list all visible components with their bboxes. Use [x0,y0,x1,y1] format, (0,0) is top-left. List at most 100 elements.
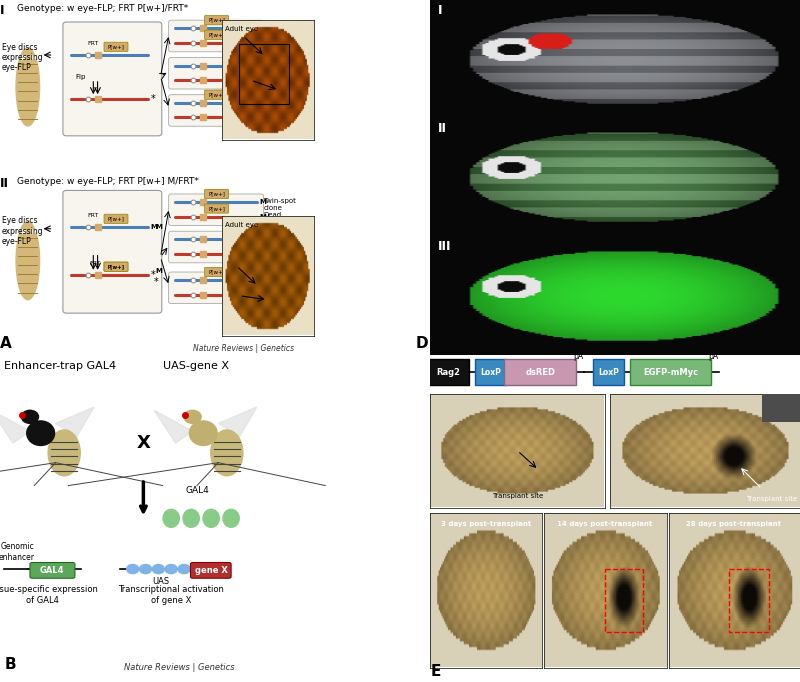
Text: GAL4: GAL4 [185,486,209,495]
Ellipse shape [22,411,38,424]
Text: dsRED: dsRED [526,368,555,377]
Text: Enhancer-trap GAL4: Enhancer-trap GAL4 [4,361,117,371]
Text: *: * [260,235,265,244]
FancyBboxPatch shape [205,90,229,100]
FancyBboxPatch shape [426,359,470,385]
Text: A: A [0,336,12,351]
Text: Twin-spot
clone
Dead: Twin-spot clone Dead [263,198,296,218]
Text: FRT: FRT [87,41,98,46]
Text: Non-
recombinant
Red: Non- recombinant Red [263,99,307,119]
FancyBboxPatch shape [104,42,128,51]
Text: *: * [260,61,265,71]
FancyBboxPatch shape [169,194,264,226]
Text: P[w+]: P[w+] [107,264,125,269]
Text: P[w+]: P[w+] [208,269,225,275]
Circle shape [166,565,177,574]
Text: FRT: FRT [87,213,98,218]
Text: P[w+]: P[w+] [208,32,225,38]
Bar [729,569,769,632]
Text: Genomic
enhancer: Genomic enhancer [0,542,35,561]
Polygon shape [218,407,257,436]
Text: II: II [0,177,9,190]
Text: *: * [150,94,155,104]
Text: 28 days post-transplant: 28 days post-transplant [686,521,781,527]
FancyBboxPatch shape [593,359,625,385]
Text: Non-
recombinant;
slow-growing
Red: Non- recombinant; slow-growing Red [263,273,310,299]
Text: *: * [260,113,265,122]
Ellipse shape [184,411,201,424]
Text: M: M [260,213,266,220]
Text: D: D [416,336,428,351]
Text: gene X: gene X [194,566,227,575]
Text: E: E [430,664,441,679]
Text: P[w+]: P[w+] [208,18,225,23]
Text: *: * [154,277,158,287]
Text: P[w+]: P[w+] [208,206,225,211]
Text: M: M [155,268,162,274]
Text: UAS-gene X: UAS-gene X [162,361,229,371]
Text: 14 days post-transplant: 14 days post-transplant [557,521,653,527]
Text: P[w+]: P[w+] [107,216,125,222]
FancyBboxPatch shape [63,190,162,313]
Ellipse shape [210,430,243,476]
Text: UAS: UAS [152,576,169,586]
Text: X: X [137,434,150,452]
Polygon shape [0,411,32,443]
Text: Eye discs
expressing
eye-FLP: Eye discs expressing eye-FLP [2,42,43,72]
Text: Twin-spot
clone
Dark red: Twin-spot clone Dark red [263,25,296,44]
Text: LoxP: LoxP [598,368,619,377]
FancyBboxPatch shape [630,359,711,385]
Text: GAL4: GAL4 [40,566,65,575]
Text: P[w+]: P[w+] [208,192,225,196]
Text: M: M [260,277,266,283]
FancyBboxPatch shape [169,57,264,89]
Text: II: II [438,122,446,135]
FancyBboxPatch shape [205,190,229,198]
Text: P[w+]: P[w+] [208,92,225,98]
Text: M: M [260,199,266,205]
Text: Flp: Flp [75,74,86,80]
Text: *: * [260,290,265,299]
Text: Transplant site: Transplant site [746,496,797,503]
Polygon shape [56,407,94,436]
Ellipse shape [26,421,54,445]
Text: Transplant site: Transplant site [492,492,543,499]
Text: III: III [438,240,451,253]
Text: 3 days post-transplant: 3 days post-transplant [441,521,531,527]
Bar [605,569,642,632]
FancyBboxPatch shape [104,214,128,224]
Text: P[w+]: P[w+] [107,264,125,269]
Text: M: M [155,224,162,230]
FancyBboxPatch shape [205,204,229,213]
Text: Homozygous
clone
White: Homozygous clone White [263,61,308,81]
FancyBboxPatch shape [205,30,229,40]
Circle shape [139,565,151,574]
FancyBboxPatch shape [169,95,264,126]
Text: Homozygous
clone
White: Homozygous clone White [263,235,308,255]
Bar [239,44,289,104]
Circle shape [152,565,164,574]
Text: Adult eye: Adult eye [226,222,258,228]
Text: Transcriptional activation
of gene X: Transcriptional activation of gene X [118,585,224,605]
Text: FRT: FRT [90,261,101,266]
Ellipse shape [190,421,218,445]
FancyBboxPatch shape [104,262,128,271]
FancyBboxPatch shape [205,16,229,25]
Text: P[w+]: P[w+] [107,44,125,49]
Text: Adult eye: Adult eye [226,27,258,33]
Text: LoxP: LoxP [480,368,501,377]
Text: B: B [4,657,16,672]
FancyBboxPatch shape [63,22,162,136]
Text: Nature Reviews | Genetics: Nature Reviews | Genetics [125,663,235,672]
Ellipse shape [183,509,199,527]
FancyBboxPatch shape [30,563,75,578]
FancyBboxPatch shape [504,359,576,385]
FancyBboxPatch shape [169,231,264,263]
FancyBboxPatch shape [104,262,128,271]
Text: I: I [438,3,442,16]
Circle shape [126,565,138,574]
Ellipse shape [48,430,80,476]
Text: Rag2: Rag2 [436,368,460,377]
Polygon shape [154,411,194,443]
Text: pA: pA [573,351,583,361]
